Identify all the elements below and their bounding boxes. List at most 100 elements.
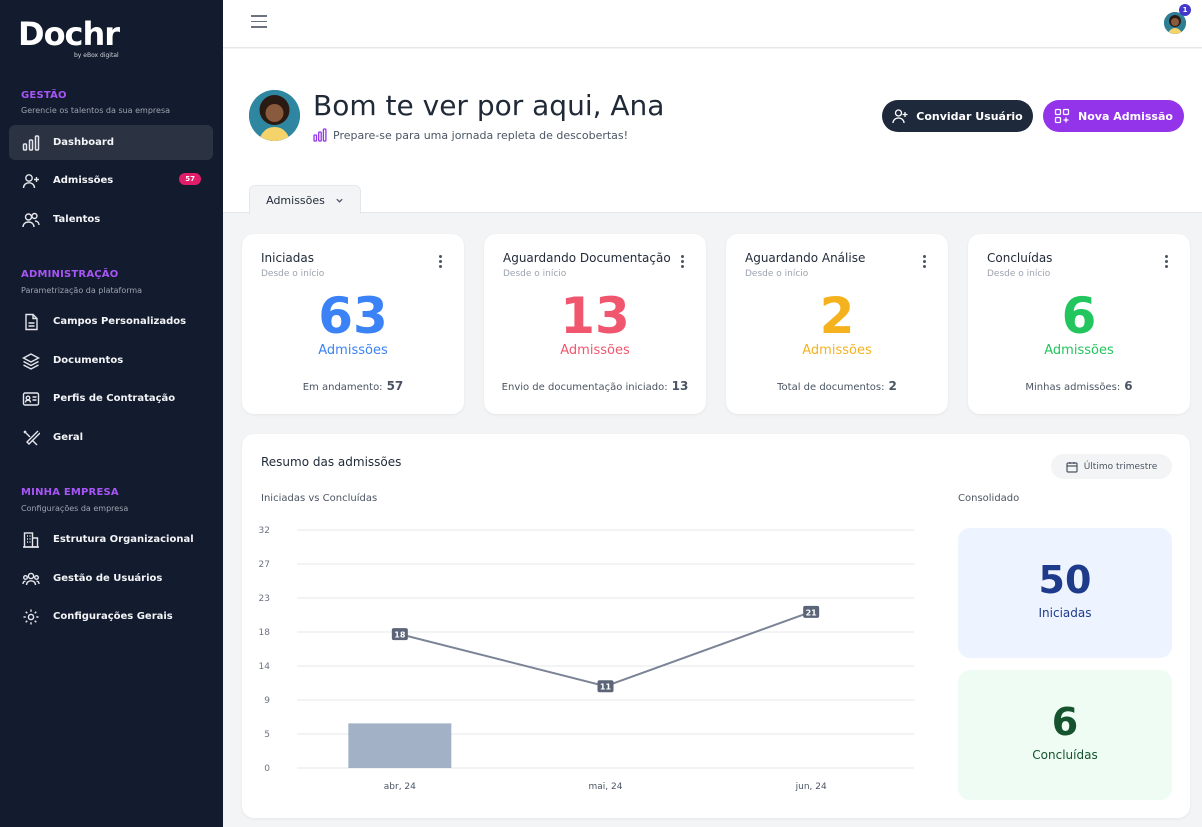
greeting-subtitle: Prepare-se para uma jornada repleta de d… (313, 128, 628, 142)
sidebar-item-campos-personalizados[interactable]: Campos Personalizados (9, 304, 213, 339)
x-tick-label: jun, 24 (795, 782, 827, 792)
section-subtitle-minha-empresa: Configurações da empresa (21, 504, 129, 513)
new-admission-button[interactable]: Nova Admissão (1043, 100, 1184, 132)
admissoes-count-badge: 57 (179, 173, 201, 185)
sidebar-item-talentos[interactable]: Talentos (9, 202, 213, 237)
series-line (399, 610, 812, 688)
calendar-icon (1066, 461, 1078, 473)
period-filter-label: Último trimestre (1083, 461, 1158, 472)
kpi-concluidas: 6 Concluídas (958, 670, 1172, 800)
period-filter-button[interactable]: Último trimestre (1051, 454, 1172, 479)
card-footer-label: Minhas admissões: (1025, 382, 1121, 393)
sidebar-item-label: Estrutura Organizacional (53, 534, 194, 545)
card-unit: Admissões (1044, 343, 1114, 358)
card-value: 13 (560, 287, 630, 345)
topbar: 1 (223, 0, 1202, 48)
stat-card-concluidas: Concluídas Desde o início 6 Admissões Mi… (968, 234, 1190, 414)
sidebar-item-label: Geral (53, 432, 84, 443)
card-title: Aguardando Documentação (503, 251, 671, 265)
section-subtitle-administracao: Parametrização da plataforma (21, 286, 143, 295)
card-footer-label: Total de documentos: (777, 382, 885, 393)
card-footer-value: 13 (671, 379, 689, 393)
section-title-gestao: GESTÃO (21, 90, 67, 101)
data-label-bg (803, 605, 820, 618)
sidebar-item-estrutura-organizacional[interactable]: Estrutura Organizacional (9, 522, 213, 557)
more-options-icon[interactable] (1165, 255, 1168, 270)
card-value: 6 (1061, 287, 1097, 345)
card-title: Iniciadas (261, 251, 314, 265)
notification-badge[interactable]: 1 (1179, 4, 1191, 16)
x-tick-label: abr, 24 (384, 782, 416, 792)
grid-plus-icon (1054, 108, 1070, 124)
data-label: 11 (600, 683, 612, 692)
more-options-icon[interactable] (923, 255, 926, 270)
kpi-value: 6 (1051, 700, 1079, 744)
sidebar-item-label: Gestão de Usuários (53, 573, 163, 584)
sidebar-item-label: Configurações Gerais (53, 611, 173, 622)
sidebar-item-configuracoes-gerais[interactable]: Configurações Gerais (9, 599, 213, 634)
profile-avatar (249, 90, 300, 141)
sidebar-item-label: Dashboard (53, 137, 114, 148)
card-unit: Admissões (802, 343, 872, 358)
section-subtitle-gestao: Gerencie os talentos da sua empresa (21, 106, 171, 115)
card-unit: Admissões (318, 343, 388, 358)
card-footer-value: 2 (888, 379, 897, 393)
sidebar: Dochr by eBox digital GESTÃO Gerencie os… (0, 0, 223, 827)
consolidated-title: Consolidado (958, 493, 1020, 504)
greeting-title: Bom te ver por aqui, Ana (313, 89, 665, 122)
stat-card-aguardando-documentacao: Aguardando Documentação Desde o início 1… (484, 234, 706, 414)
file-icon (22, 313, 40, 331)
card-subtitle: Desde o início (745, 269, 809, 279)
kpi-label: Concluídas (1032, 748, 1098, 762)
card-footer-value: 57 (386, 379, 404, 393)
tab-admissoes[interactable]: Admissões (249, 185, 361, 214)
sidebar-item-geral[interactable]: Geral (9, 420, 213, 455)
brand-name: Dochr (18, 15, 120, 53)
kpi-iniciadas: 50 Iniciadas (958, 528, 1172, 658)
y-tick-label: 27 (259, 560, 270, 570)
sidebar-item-label: Talentos (53, 214, 101, 225)
card-footer-label: Envio de documentação iniciado: (501, 382, 668, 393)
sidebar-item-admissoes[interactable]: Admissões 57 (9, 163, 213, 198)
card-subtitle: Desde o início (261, 269, 325, 279)
card-value: 63 (318, 287, 388, 345)
card-footer: Em andamento: 57 (242, 379, 464, 393)
y-tick-label: 18 (259, 628, 271, 638)
card-footer: Minhas admissões: 6 (968, 379, 1190, 393)
sidebar-item-dashboard[interactable]: Dashboard (9, 125, 213, 160)
data-label-bg (597, 680, 614, 693)
data-label-bg (391, 628, 408, 641)
invite-user-label: Convidar Usuário (916, 109, 1023, 123)
stat-card-iniciadas: Iniciadas Desde o início 63 Admissões Em… (242, 234, 464, 414)
sidebar-item-label: Admissões (53, 175, 114, 186)
greeting-subtitle-text: Prepare-se para uma jornada repleta de d… (333, 128, 629, 142)
sidebar-item-perfis-contratacao[interactable]: Perfis de Contratação (9, 381, 213, 416)
card-footer-label: Em andamento: (302, 382, 383, 393)
sidebar-item-gestao-usuarios[interactable]: Gestão de Usuários (9, 561, 213, 596)
section-title-minha-empresa: MINHA EMPRESA (21, 487, 119, 498)
y-tick-label: 14 (259, 662, 271, 672)
brand-by: by eBox digital (74, 52, 119, 59)
invite-user-button[interactable]: Convidar Usuário (882, 100, 1033, 132)
welcome-header: Bom te ver por aqui, Ana Prepare-se para… (223, 49, 1202, 214)
card-unit: Admissões (560, 343, 630, 358)
data-label: 21 (806, 608, 818, 617)
card-footer-value: 6 (1124, 379, 1133, 393)
x-tick-label: mai, 24 (589, 782, 623, 792)
sidebar-item-label: Perfis de Contratação (53, 393, 176, 404)
y-tick-label: 23 (259, 594, 270, 604)
more-options-icon[interactable] (439, 255, 442, 270)
more-options-icon[interactable] (681, 255, 684, 270)
sidebar-item-documentos[interactable]: Documentos (9, 343, 213, 378)
kpi-value: 50 (1038, 558, 1092, 602)
y-tick-label: 32 (259, 526, 270, 536)
brand-logo[interactable]: Dochr by eBox digital (18, 15, 120, 59)
card-title: Aguardando Análise (745, 251, 866, 265)
user-avatar[interactable] (1164, 12, 1186, 34)
gear-icon (22, 608, 40, 626)
y-tick-label: 0 (264, 764, 270, 774)
bar (348, 723, 452, 768)
chart-title: Iniciadas vs Concluídas (261, 493, 378, 504)
chevron-down-icon (336, 198, 343, 203)
menu-toggle-icon[interactable] (251, 15, 267, 29)
